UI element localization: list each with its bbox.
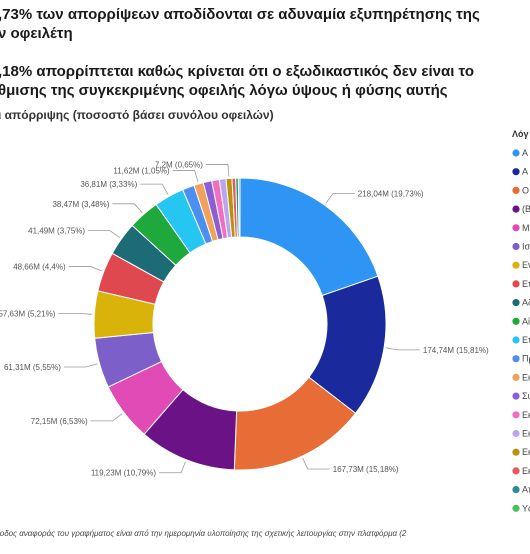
legend-marker-12 bbox=[512, 373, 520, 381]
legend-item-7[interactable]: Ετ bbox=[522, 279, 530, 289]
data-label-6: 57,63M (5,21%) bbox=[0, 310, 56, 319]
leader-line-7 bbox=[68, 266, 103, 272]
legend-marker-17 bbox=[512, 467, 520, 475]
data-label-9: 38,47M (3,48%) bbox=[52, 200, 109, 209]
leader-line-3 bbox=[159, 461, 186, 474]
footnote: ίοδος αναφοράς του γραφήματος είναι από … bbox=[0, 529, 407, 538]
data-label-2: 167,73M (15,18%) bbox=[333, 465, 399, 474]
legend-item-17[interactable]: Εκ bbox=[522, 466, 530, 476]
legend-marker-7 bbox=[512, 280, 520, 288]
legend-item-18[interactable]: Απ bbox=[522, 485, 530, 495]
legend-marker-11 bbox=[512, 355, 520, 363]
legend-marker-8 bbox=[512, 299, 520, 307]
legend-marker-15 bbox=[512, 429, 520, 438]
leader-line-12 bbox=[172, 170, 199, 183]
legend-item-13[interactable]: Συ bbox=[522, 391, 530, 401]
leader-line-5 bbox=[63, 363, 98, 368]
legend-item-19[interactable]: Υς bbox=[522, 503, 530, 513]
legend-item-0[interactable]: Α bbox=[522, 148, 528, 158]
data-label-10: 36,81M (3,33%) bbox=[80, 180, 137, 189]
leader-lines bbox=[58, 164, 420, 474]
legend-marker-13 bbox=[512, 392, 520, 400]
legend-title: Λόγ bbox=[512, 129, 529, 139]
legend-item-16[interactable]: Εκ bbox=[522, 447, 530, 457]
donut-chart: 218,04M (19,73%) 174,74M (15,81%) 167,73M … bbox=[0, 129, 530, 513]
legend-item-4[interactable]: Μ bbox=[522, 223, 530, 233]
legend-marker-6 bbox=[512, 261, 520, 269]
leader-line-2 bbox=[302, 457, 330, 470]
legend-item-9[interactable]: Αί bbox=[522, 316, 530, 326]
headline-line-4: θμισης της συγκεκριμένης οφειλής λόγω ύψ… bbox=[0, 82, 448, 99]
legend-marker-18 bbox=[512, 486, 520, 494]
legend-marker-5 bbox=[512, 242, 520, 251]
legend-marker-1 bbox=[512, 168, 520, 176]
data-label-3: 119,23M (10,79%) bbox=[91, 469, 157, 478]
legend-marker-14 bbox=[512, 411, 520, 419]
legend-item-2[interactable]: Ο bbox=[522, 185, 529, 195]
data-label-12: 11,62M (1,05%) bbox=[113, 167, 170, 176]
legend-marker-3 bbox=[512, 205, 520, 213]
slice-19[interactable] bbox=[237, 177, 241, 238]
leader-line-4 bbox=[90, 413, 123, 422]
leader-line-0 bbox=[325, 193, 355, 204]
leader-line-16 bbox=[205, 164, 230, 177]
legend-marker-4 bbox=[512, 224, 520, 232]
legend-item-8[interactable]: Αδ bbox=[522, 298, 530, 308]
legend-marker-2 bbox=[512, 186, 520, 194]
data-label-0: 218,04M (19,73%) bbox=[358, 190, 424, 199]
leader-line-9 bbox=[112, 203, 143, 214]
legend-item-14[interactable]: Εκ bbox=[522, 410, 530, 420]
leader-line-1 bbox=[385, 347, 420, 351]
donut-slices bbox=[93, 177, 387, 471]
data-label-16: 7,2M (0,65%) bbox=[155, 160, 203, 169]
headline-line-2: ν οφειλέτη bbox=[0, 25, 73, 42]
legend-marker-9 bbox=[512, 317, 520, 325]
headline-line-1: ,73% των απορρίψεων αποδίδονται σε αδυνα… bbox=[0, 6, 480, 23]
legend-item-1[interactable]: Α bbox=[522, 167, 528, 177]
legend-marker-19 bbox=[512, 504, 520, 512]
legend-marker-10 bbox=[512, 336, 520, 344]
data-label-8: 41,49M (3,75%) bbox=[28, 227, 85, 236]
legend-item-5[interactable]: Ισ bbox=[522, 242, 530, 252]
legend-marker-0 bbox=[512, 149, 520, 157]
legend-marker-16 bbox=[512, 448, 520, 456]
legend-item-3[interactable]: (Β bbox=[522, 204, 530, 214]
leader-line-8 bbox=[88, 230, 121, 238]
legend-item-15[interactable]: Εκ bbox=[522, 429, 530, 439]
leader-line-10 bbox=[140, 183, 169, 195]
headline-line-3: ,18% απορρίπτεται καθώς κρίνεται ότι ο ε… bbox=[0, 63, 475, 80]
legend-item-10[interactable]: Ετ bbox=[522, 335, 530, 345]
data-labels: 218,04M (19,73%) 174,74M (15,81%) 167,73M … bbox=[0, 160, 489, 477]
legend-item-6[interactable]: Εν bbox=[522, 260, 530, 270]
chart-subtitle: ι απόρριψης (ποσοστό βάσει συνόλου οφειλ… bbox=[0, 108, 274, 122]
data-label-5: 61,31M (5,55%) bbox=[4, 363, 61, 372]
leader-line-6 bbox=[58, 313, 93, 315]
data-label-4: 72,15M (6,53%) bbox=[31, 417, 88, 426]
data-label-7: 48,66M (4,4%) bbox=[13, 263, 66, 272]
legend-item-11[interactable]: Πρ bbox=[522, 354, 530, 364]
data-label-1: 174,74M (15,81%) bbox=[423, 346, 489, 355]
legend-item-12[interactable]: Εκ bbox=[522, 372, 530, 382]
